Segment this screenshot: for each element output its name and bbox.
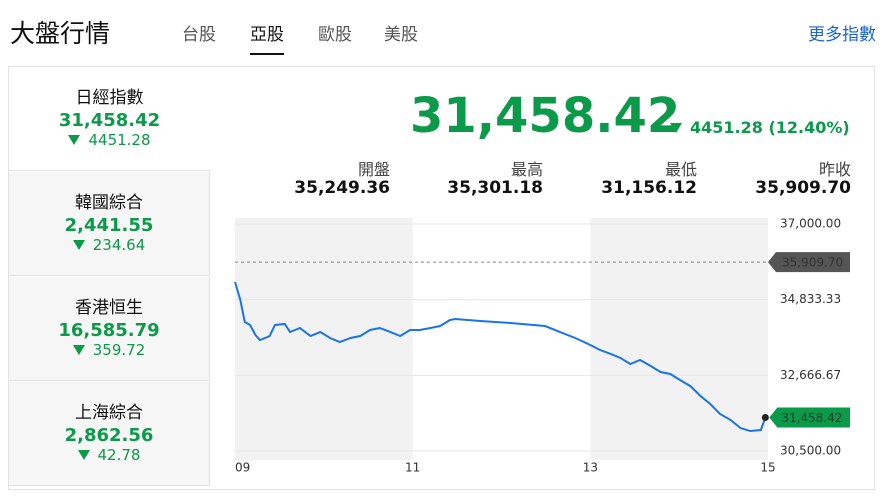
tab[interactable]: 台股	[182, 25, 216, 45]
stat-label: 開盤	[357, 160, 390, 179]
reference-tag	[768, 252, 850, 273]
down-arrow	[72, 240, 85, 250]
index-name: 上海綜合	[75, 403, 143, 423]
index-change: 234.64	[9, 236, 209, 254]
y-tick-label: 34,833.33	[780, 292, 841, 306]
value-tag	[769, 407, 850, 428]
y-tick-label: 30,500.00	[780, 444, 841, 458]
index-value: 2,862.56	[64, 425, 154, 446]
index-change: 359.72	[9, 341, 209, 359]
stat-label: 最高	[510, 160, 543, 179]
down-arrow	[77, 450, 90, 460]
stat-value: 35,249.36	[294, 178, 390, 198]
stat-label: 最低	[664, 160, 697, 179]
index-item[interactable]: 香港恒生 16,585.79 359.72	[9, 277, 210, 381]
page-title: 大盤行情	[10, 19, 111, 48]
index-value: 31,458.42	[58, 110, 161, 131]
stat-value: 31,156.12	[601, 178, 697, 198]
index-value: 16,585.79	[58, 320, 160, 341]
price-change: 4451.28 (12.40%)	[670, 118, 850, 137]
change-text: 359.72	[92, 341, 146, 359]
change-text: 42.78	[97, 446, 141, 464]
x-tick-label: 11	[405, 461, 420, 475]
index-item[interactable]: 上海綜合 2,862.56 42.78	[9, 382, 210, 486]
stat-value: 35,301.18	[447, 178, 543, 198]
x-tick-label: 13	[583, 461, 598, 475]
card	[8, 66, 875, 490]
index-item[interactable]: 韓國綜合 2,441.55 234.64	[9, 172, 210, 276]
y-tick-label: 32,666.67	[780, 368, 841, 382]
index-change: 42.78	[9, 446, 209, 464]
down-arrow	[68, 135, 81, 145]
y-tick-label: 37,000.00	[780, 217, 841, 231]
down-arrow	[72, 345, 85, 355]
index-name: 香港恒生	[75, 298, 143, 318]
reference-label: 35,909.70	[782, 256, 843, 270]
more-link[interactable]: 更多指數	[808, 25, 876, 45]
x-tick-label: 15	[760, 461, 775, 475]
change-text: 4451.28 (12.40%)	[690, 118, 850, 137]
tab[interactable]: 歐股	[318, 25, 352, 45]
tab[interactable]: 亞股	[250, 20, 284, 55]
index-name: 日經指數	[75, 88, 144, 108]
value-label: 31,458.42	[781, 411, 842, 425]
shaded-band	[590, 218, 768, 460]
tab[interactable]: 美股	[384, 25, 418, 45]
last-point	[761, 414, 769, 422]
stat-label: 昨收	[818, 160, 851, 179]
change-text: 4451.28	[88, 131, 151, 149]
index-name: 韓國綜合	[75, 193, 143, 213]
change-text: 234.64	[92, 236, 146, 254]
price-line	[234, 281, 767, 433]
stat-value: 35,909.70	[755, 178, 851, 198]
down-arrow	[670, 123, 682, 133]
index-change: 4451.28	[9, 131, 210, 149]
price: 31,458.42	[410, 88, 681, 144]
index-value: 2,441.55	[64, 215, 154, 236]
x-tick-label: 09	[235, 461, 250, 475]
index-item[interactable]: 日經指數 31,458.42 4451.28	[9, 67, 210, 171]
